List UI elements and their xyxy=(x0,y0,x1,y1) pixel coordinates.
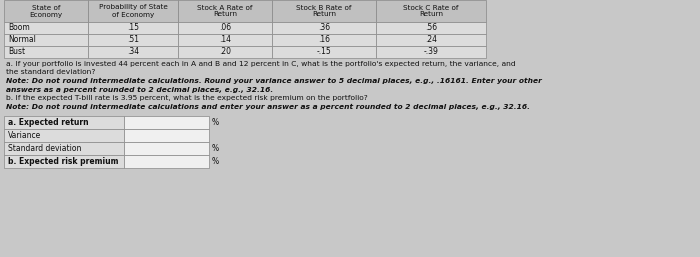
Text: .16: .16 xyxy=(318,35,330,44)
Bar xyxy=(4,22,88,34)
Text: .51: .51 xyxy=(127,35,139,44)
Text: Stock A Rate of
Return: Stock A Rate of Return xyxy=(197,5,253,17)
Bar xyxy=(88,22,178,34)
Text: .15: .15 xyxy=(127,23,139,32)
Bar xyxy=(376,34,486,46)
Text: .24: .24 xyxy=(425,35,437,44)
Bar xyxy=(376,22,486,34)
Text: Probability of State
of Economy: Probability of State of Economy xyxy=(99,5,167,17)
Text: Stock B Rate of
Return: Stock B Rate of Return xyxy=(296,5,351,17)
Text: .34: .34 xyxy=(127,48,139,57)
Text: %: % xyxy=(212,157,219,166)
Bar xyxy=(124,116,209,129)
Bar xyxy=(4,116,124,129)
Text: .14: .14 xyxy=(219,35,231,44)
Bar xyxy=(88,0,178,22)
Bar xyxy=(124,155,209,168)
Bar xyxy=(376,46,486,58)
Bar xyxy=(178,0,272,22)
Text: Note: Do not round intermediate calculations and enter your answer as a percent : Note: Do not round intermediate calculat… xyxy=(6,104,530,109)
Bar xyxy=(124,142,209,155)
Text: answers as a percent rounded to 2 decimal places, e.g., 32.16.: answers as a percent rounded to 2 decima… xyxy=(6,87,273,93)
Text: %: % xyxy=(212,144,219,153)
Text: State of
Economy: State of Economy xyxy=(29,5,62,17)
Bar xyxy=(178,46,272,58)
Text: b. Expected risk premium: b. Expected risk premium xyxy=(8,157,118,166)
Text: Bust: Bust xyxy=(8,48,25,57)
Text: Boom: Boom xyxy=(8,23,29,32)
Text: a. Expected return: a. Expected return xyxy=(8,118,89,127)
Bar xyxy=(4,34,88,46)
Text: .56: .56 xyxy=(425,23,437,32)
Bar xyxy=(272,34,376,46)
Text: .06: .06 xyxy=(219,23,231,32)
Bar xyxy=(272,46,376,58)
Bar xyxy=(88,34,178,46)
Text: Normal: Normal xyxy=(8,35,36,44)
Bar xyxy=(272,0,376,22)
Text: -.15: -.15 xyxy=(316,48,331,57)
Text: Standard deviation: Standard deviation xyxy=(8,144,81,153)
Bar xyxy=(4,46,88,58)
Text: Note: Do not round intermediate calculations. Round your variance answer to 5 de: Note: Do not round intermediate calculat… xyxy=(6,78,542,84)
Bar xyxy=(272,22,376,34)
Text: the standard deviation?: the standard deviation? xyxy=(6,69,95,76)
Text: a. If your portfolio is invested 44 percent each in A and B and 12 percent in C,: a. If your portfolio is invested 44 perc… xyxy=(6,61,516,67)
Bar xyxy=(88,46,178,58)
Text: Stock C Rate of
Return: Stock C Rate of Return xyxy=(403,5,459,17)
Bar xyxy=(178,34,272,46)
Bar xyxy=(376,0,486,22)
Text: .36: .36 xyxy=(318,23,330,32)
Text: b. If the expected T-bill rate is 3.95 percent, what is the expected risk premiu: b. If the expected T-bill rate is 3.95 p… xyxy=(6,95,368,101)
Text: .20: .20 xyxy=(219,48,231,57)
Bar xyxy=(4,155,124,168)
Bar xyxy=(4,142,124,155)
Bar xyxy=(124,129,209,142)
Bar xyxy=(4,129,124,142)
Bar xyxy=(4,0,88,22)
Text: -.39: -.39 xyxy=(424,48,438,57)
Text: %: % xyxy=(212,118,219,127)
Text: Variance: Variance xyxy=(8,131,41,140)
Bar xyxy=(178,22,272,34)
